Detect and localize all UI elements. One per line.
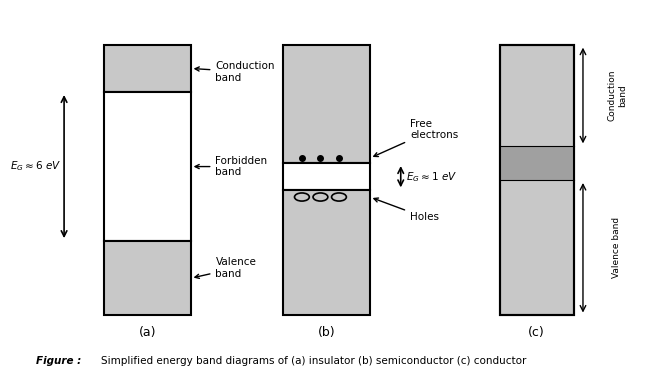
- FancyBboxPatch shape: [499, 45, 574, 315]
- FancyBboxPatch shape: [284, 163, 370, 190]
- Text: Holes: Holes: [374, 198, 439, 222]
- Text: Valence band: Valence band: [612, 217, 621, 278]
- FancyBboxPatch shape: [284, 190, 370, 315]
- Text: Conduction
band: Conduction band: [607, 70, 627, 121]
- Text: Free
electrons: Free electrons: [374, 118, 458, 156]
- Text: Figure :: Figure :: [37, 356, 82, 366]
- Text: (c): (c): [528, 326, 545, 339]
- Text: $E_G \approx 6$ eV: $E_G \approx 6$ eV: [10, 160, 61, 173]
- FancyBboxPatch shape: [499, 146, 574, 180]
- Text: $E_G \approx 1$ eV: $E_G \approx 1$ eV: [406, 170, 457, 184]
- FancyBboxPatch shape: [104, 45, 191, 92]
- Text: (a): (a): [139, 326, 156, 339]
- Text: Forbidden
band: Forbidden band: [195, 156, 267, 177]
- Text: (b): (b): [318, 326, 335, 339]
- Text: Conduction
band: Conduction band: [195, 61, 275, 83]
- Text: Simplified energy band diagrams of (a) insulator (b) semiconductor (c) conductor: Simplified energy band diagrams of (a) i…: [101, 356, 527, 366]
- FancyBboxPatch shape: [104, 92, 191, 241]
- FancyBboxPatch shape: [104, 241, 191, 315]
- Text: Valence
band: Valence band: [195, 257, 256, 279]
- FancyBboxPatch shape: [284, 45, 370, 163]
